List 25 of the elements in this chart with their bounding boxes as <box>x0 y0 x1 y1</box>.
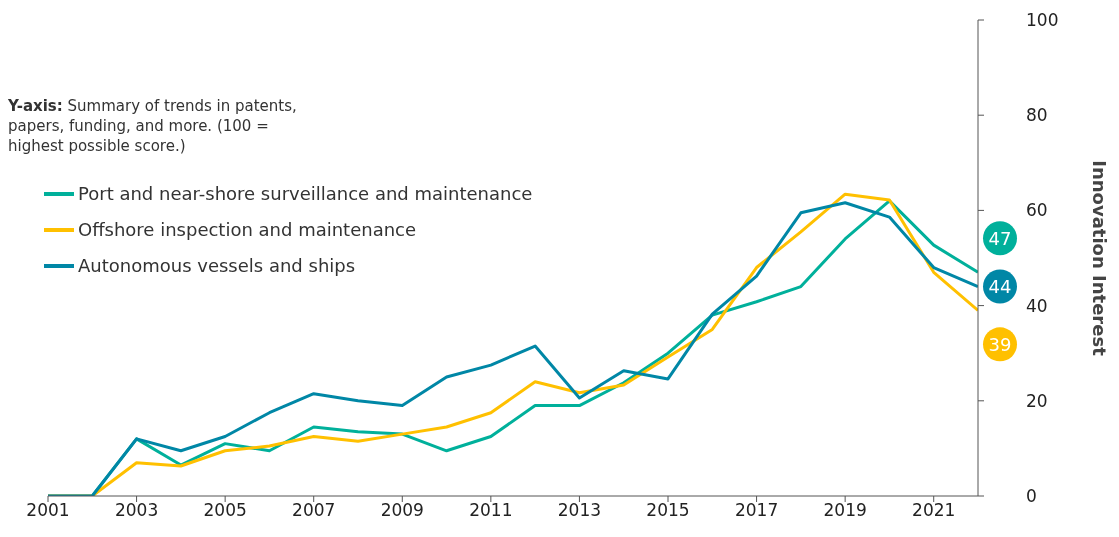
x-tick-label: 2013 <box>557 500 602 521</box>
y-tick-label: 80 <box>1026 105 1048 126</box>
y-tick-label: 100 <box>1026 10 1059 31</box>
x-tick-label: 2019 <box>823 500 867 521</box>
x-tick-label: 2021 <box>912 500 956 521</box>
x-tick-label: 2007 <box>292 500 336 521</box>
x-tick-label: 2017 <box>734 500 779 521</box>
data-label: 44 <box>988 275 1012 297</box>
y-tick-label: 20 <box>1026 390 1048 411</box>
x-tick-label: 2003 <box>114 500 159 521</box>
legend-label: Autonomous vessels and ships <box>78 254 356 278</box>
y-axis-title: Innovation Interest <box>1088 160 1110 357</box>
data-label: 47 <box>988 227 1012 249</box>
x-tick-label: 2009 <box>380 500 424 521</box>
x-tick-label: 2015 <box>646 500 690 521</box>
y-tick-label: 0 <box>1026 486 1037 507</box>
legend-label: Port and near-shore surveillance and maintenance <box>78 182 533 206</box>
x-tick-label: 2005 <box>203 500 247 521</box>
y-tick-label: 40 <box>1026 295 1048 316</box>
legend-label: Offshore inspection and maintenance <box>78 218 417 242</box>
data-label: 39 <box>988 333 1012 355</box>
x-tick-label: 2011 <box>469 500 513 521</box>
x-tick-label: 2001 <box>26 500 70 521</box>
y-tick-label: 60 <box>1026 200 1048 221</box>
annotation: Y-axis: Summary of trends in patents, papers, funding, and more. (100 = highest possible score.) <box>8 96 298 156</box>
